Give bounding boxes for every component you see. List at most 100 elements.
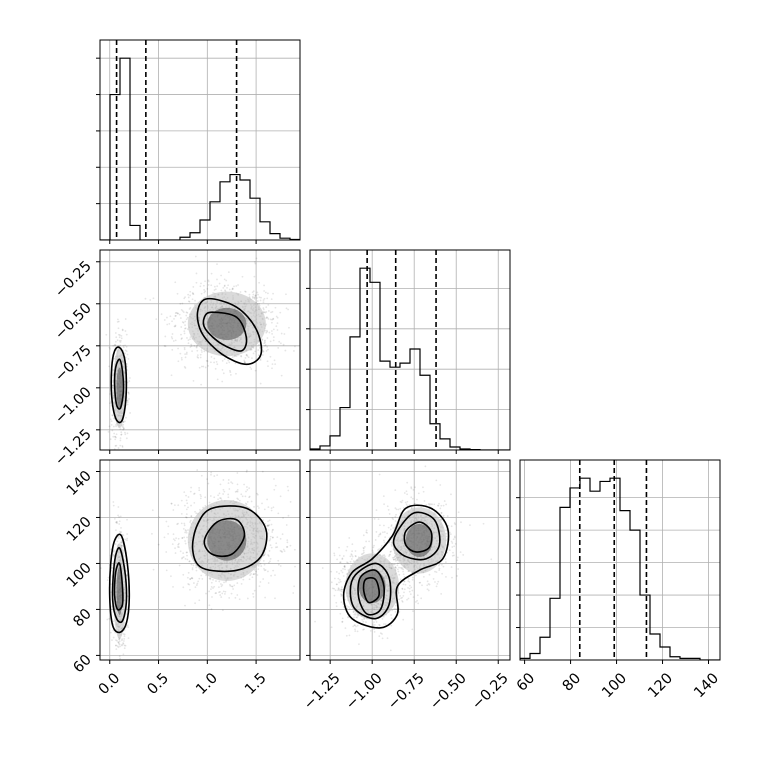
sample-point (279, 537, 282, 540)
sample-point (399, 578, 402, 581)
sample-point (116, 645, 119, 647)
x-tick-label: 0.0 (96, 670, 124, 698)
sample-point (185, 351, 188, 354)
sample-point (187, 496, 190, 498)
sample-point (116, 639, 119, 642)
sample-point (267, 528, 270, 531)
sample-point (399, 566, 402, 569)
sample-point (354, 612, 357, 615)
sample-point (210, 356, 213, 358)
sample-point (170, 374, 173, 377)
sample-point (118, 340, 121, 342)
sample-point (252, 290, 255, 293)
sample-point (180, 512, 183, 515)
sample-point (189, 336, 192, 339)
sample-point (114, 550, 117, 553)
sample-point (453, 535, 456, 538)
sample-point (347, 606, 350, 608)
sample-point (199, 493, 202, 496)
sample-point (248, 293, 251, 296)
sample-point (231, 288, 234, 291)
sample-point (267, 582, 270, 584)
sample-point (256, 574, 259, 576)
scatter-panel-0-2-frame (99, 459, 301, 661)
sample-point (114, 435, 116, 438)
sample-point (286, 539, 289, 541)
sample-point (164, 345, 167, 348)
sample-point (185, 516, 187, 519)
contour-line (111, 546, 128, 624)
sample-point (204, 366, 207, 369)
sample-point (117, 642, 120, 645)
sample-point (222, 493, 225, 495)
sample-point (120, 540, 123, 542)
sample-point (209, 577, 212, 580)
sample-point (218, 580, 221, 583)
sample-point (372, 623, 374, 626)
sample-point (270, 546, 273, 549)
sample-point (110, 420, 113, 423)
sample-point (271, 363, 274, 366)
sample-point (122, 344, 125, 347)
sample-point (185, 513, 188, 516)
sample-point (447, 524, 450, 527)
sample-point (432, 578, 435, 580)
sample-point (264, 341, 266, 344)
sample-point (124, 344, 126, 347)
sample-point (355, 616, 358, 619)
sample-point (203, 288, 206, 291)
sample-point (340, 601, 343, 604)
sample-point (394, 610, 397, 613)
sample-point (390, 541, 393, 544)
sample-point (273, 488, 276, 491)
sample-point (231, 287, 234, 290)
sample-point (243, 359, 246, 362)
sample-point (122, 534, 125, 537)
sample-point (264, 553, 266, 555)
sample-point (397, 570, 400, 573)
sample-point (437, 504, 440, 507)
sample-point (126, 403, 129, 406)
sample-point (236, 582, 239, 584)
scatter-panel-1-2: −1.25 −1.00 −0.75 −0.50 −0.25 (301, 459, 512, 713)
sample-point (180, 522, 183, 525)
sample-point (253, 297, 256, 300)
sample-point (189, 338, 191, 341)
sample-point (384, 555, 386, 558)
sample-point (117, 641, 120, 644)
sample-point (270, 507, 273, 510)
sample-point (182, 311, 185, 313)
sample-point (244, 290, 247, 293)
sample-point (187, 571, 190, 574)
sample-point (266, 329, 268, 332)
sample-point (353, 616, 355, 619)
sample-point (349, 555, 352, 558)
sample-point (120, 337, 123, 340)
sample-point (128, 398, 130, 400)
sample-point (183, 504, 186, 507)
sample-point (118, 520, 121, 523)
sample-point (444, 561, 447, 564)
sample-point (210, 284, 213, 287)
sample-point (482, 522, 485, 525)
sample-point (118, 640, 121, 643)
sample-point (177, 347, 179, 350)
sample-point (371, 549, 374, 552)
sample-point (200, 383, 203, 386)
sample-point (248, 578, 251, 581)
sample-point (204, 496, 207, 499)
sample-point (188, 308, 191, 310)
sample-point (257, 564, 260, 567)
sample-point (267, 506, 270, 509)
sample-point (222, 372, 225, 375)
sample-point (275, 325, 278, 328)
sample-point (267, 348, 269, 351)
sample-point (351, 550, 354, 553)
sample-point (186, 337, 188, 339)
sample-point (195, 512, 198, 515)
sample-point (198, 599, 201, 602)
sample-point (227, 284, 230, 287)
sample-point (199, 285, 202, 288)
sample-point (214, 367, 217, 370)
histogram-line (310, 267, 510, 450)
